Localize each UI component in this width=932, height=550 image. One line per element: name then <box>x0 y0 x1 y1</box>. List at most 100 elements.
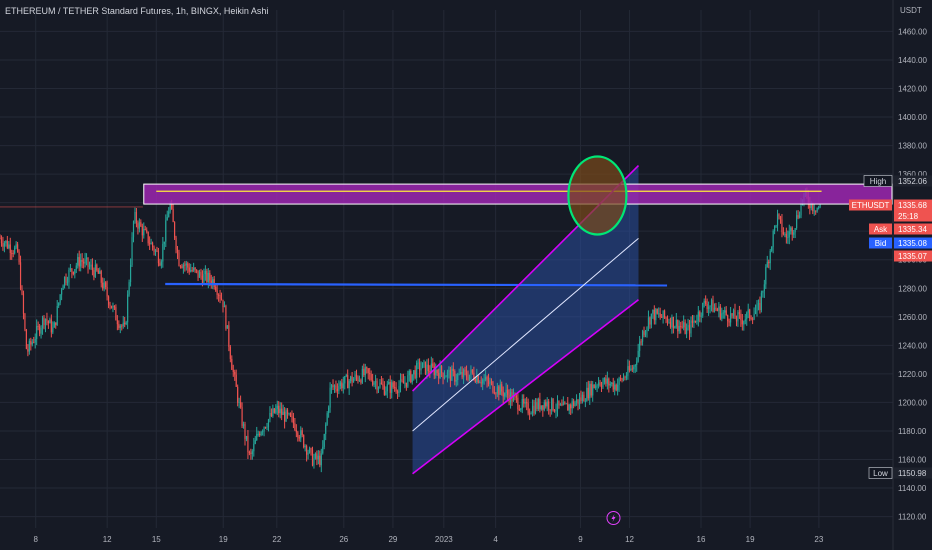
candle-body <box>703 300 705 303</box>
candle-body <box>6 240 8 248</box>
candle-body <box>408 370 410 376</box>
candle-body <box>102 282 104 289</box>
candle-body <box>546 401 548 407</box>
candle-body <box>88 266 91 268</box>
candle-body <box>788 231 790 238</box>
candle-body <box>596 385 598 387</box>
candle-body <box>593 384 595 389</box>
candle-body <box>257 433 259 435</box>
candle-body <box>520 408 522 411</box>
candle-body <box>468 374 471 380</box>
breakout-highlight-circle <box>567 155 628 236</box>
candle-body <box>370 374 372 381</box>
candle-body <box>341 382 343 389</box>
candle-body <box>154 250 157 252</box>
candle-body <box>94 264 96 277</box>
candle-body <box>794 228 796 233</box>
candle-body <box>810 202 812 209</box>
candle-body <box>797 215 799 218</box>
candle-body <box>198 272 201 278</box>
price-tick-label: 1140.00 <box>898 484 927 493</box>
candle-body <box>113 305 116 308</box>
candle-body <box>649 317 651 325</box>
candle-body <box>565 403 567 405</box>
candle-body <box>78 257 80 267</box>
time-tick-label: 26 <box>339 535 348 544</box>
candle-body <box>590 383 592 396</box>
candle-body <box>220 298 223 300</box>
candle-body <box>432 363 434 367</box>
time-axis[interactable]: 8 12 15 19 22 26 29 2023 4 9 12 16 19 23 <box>33 535 823 544</box>
candle-body <box>769 250 771 264</box>
candle-body <box>134 211 136 222</box>
candle-body <box>752 318 754 320</box>
candle-body <box>332 384 334 388</box>
candle-body <box>3 243 5 247</box>
candle-body <box>521 398 523 409</box>
candle-body <box>84 259 86 264</box>
candle-body <box>137 223 139 229</box>
candle-body <box>655 309 657 321</box>
candle-body <box>24 313 26 330</box>
candle-body <box>300 430 302 439</box>
candle-body <box>790 227 792 232</box>
candle-body <box>417 362 419 364</box>
candle-body <box>386 384 388 392</box>
candle-body <box>90 264 92 267</box>
candle-body <box>542 405 544 410</box>
price-label-bg <box>894 175 932 187</box>
price-label-value: 1335.07 <box>898 252 927 261</box>
candle-body <box>366 367 368 369</box>
candle-body <box>527 403 529 414</box>
candle-body <box>708 306 710 309</box>
candle-body <box>100 271 102 283</box>
candle-body <box>445 376 447 378</box>
candle-body <box>110 305 113 309</box>
candle-body <box>713 307 716 313</box>
candle-body <box>355 374 358 378</box>
candle-body <box>58 302 60 307</box>
candle-body <box>624 377 626 379</box>
candle-body <box>688 325 691 334</box>
candle-body <box>646 327 648 332</box>
candle-body <box>165 220 167 242</box>
candle-body <box>636 361 638 366</box>
candle-body <box>614 384 616 390</box>
candle-body <box>526 402 528 404</box>
candle-body <box>248 452 250 453</box>
candle-body <box>540 405 542 410</box>
candle-body <box>595 385 597 389</box>
candle-body <box>722 312 724 314</box>
candle-body <box>800 202 802 216</box>
price-labels: 1352.06 High 1335.68 ETHUSDT 25:18 1335.34 Ask… <box>849 175 932 479</box>
candle-body <box>2 243 4 247</box>
candle-body <box>240 401 242 408</box>
candle-body <box>254 440 256 444</box>
candle-body <box>451 368 453 381</box>
candle-body <box>662 310 664 318</box>
candle-body <box>740 313 742 321</box>
candle-body <box>666 318 669 323</box>
candle-body <box>77 257 79 266</box>
candles <box>0 187 821 473</box>
time-tick-label: 19 <box>746 535 755 544</box>
candle-body <box>757 303 760 305</box>
candle-body <box>776 214 779 226</box>
candle-body <box>813 210 815 212</box>
candle-body <box>725 310 727 316</box>
candle-body <box>454 370 456 382</box>
candle-body <box>668 322 670 323</box>
candle-body <box>618 378 620 385</box>
candle-body <box>247 435 249 453</box>
candle-body <box>204 270 206 275</box>
chart-title: ETHEREUM / TETHER Standard Futures, 1h, … <box>5 6 269 16</box>
candle-body <box>294 423 296 430</box>
candle-body <box>119 325 121 328</box>
price-axis[interactable]: 1120.00 1140.00 1160.00 1180.00 1200.00 1220.… <box>898 27 927 521</box>
candle-body <box>260 432 262 436</box>
candle-body <box>476 375 478 383</box>
candle-body <box>350 376 352 382</box>
candle-body <box>53 322 55 328</box>
time-tick-label: 15 <box>152 535 161 544</box>
